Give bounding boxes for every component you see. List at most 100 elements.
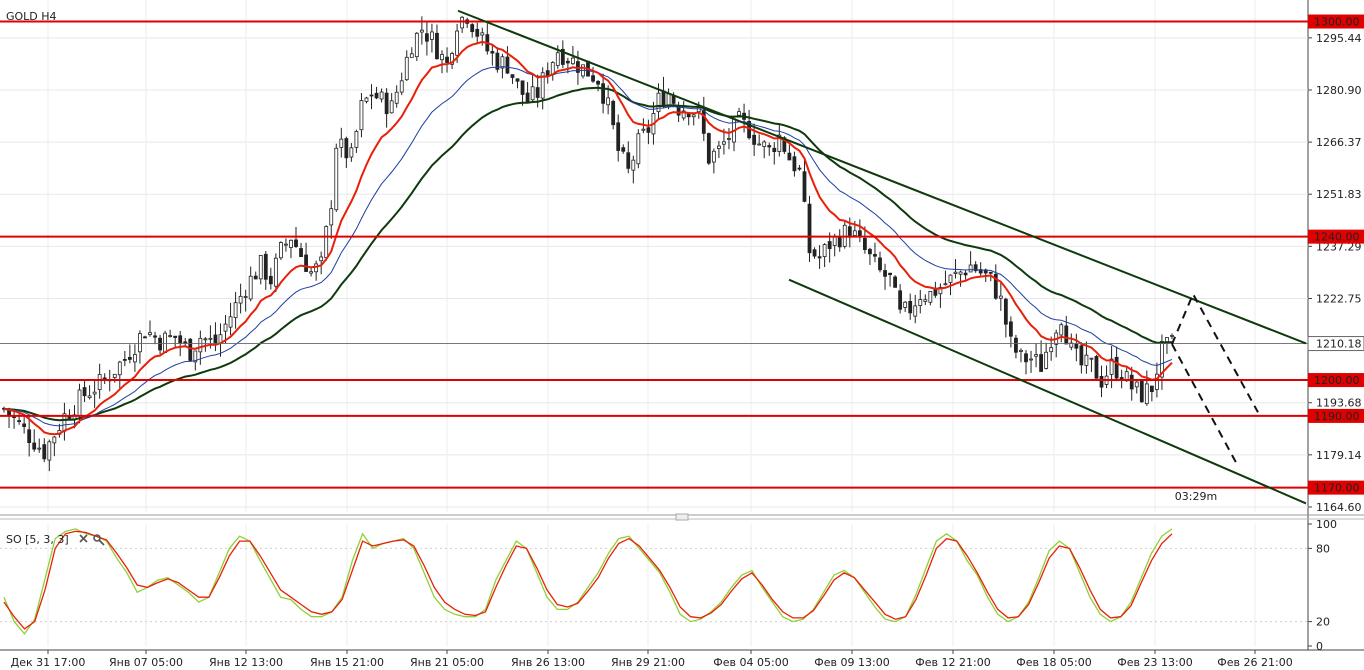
candle [1154, 373, 1159, 390]
candle [52, 436, 57, 444]
candle [117, 361, 122, 376]
candle [948, 274, 953, 283]
resize-handle [675, 513, 689, 521]
candle [500, 56, 505, 69]
candle [490, 51, 495, 54]
candle [309, 271, 314, 274]
candle [233, 302, 238, 318]
candle [132, 354, 137, 363]
candle [273, 257, 278, 287]
candle [616, 122, 621, 151]
candle [455, 30, 460, 56]
candle [1019, 349, 1023, 352]
projection-path-upper [1171, 291, 1259, 413]
candle [1008, 321, 1013, 337]
candle [183, 341, 188, 344]
candle [903, 301, 908, 308]
candle [792, 156, 797, 172]
candle [802, 171, 807, 202]
candle [263, 253, 268, 280]
candle [1165, 337, 1169, 343]
candle [847, 226, 852, 238]
candle [908, 300, 913, 314]
current-price-tag [1307, 336, 1364, 352]
candle [208, 337, 213, 340]
candle [852, 230, 857, 236]
candle [535, 87, 540, 98]
candle [601, 83, 606, 104]
candle [988, 271, 993, 274]
osc-y-tick-label: 80 [1316, 542, 1330, 555]
candle [611, 100, 616, 126]
candle [953, 271, 958, 274]
candle [510, 74, 515, 78]
candle [1014, 337, 1018, 353]
candle [475, 28, 480, 37]
candle [22, 423, 27, 427]
candle [1129, 374, 1134, 390]
close-icon[interactable] [79, 534, 88, 543]
candle [404, 56, 409, 81]
candle [1109, 358, 1114, 375]
candle [722, 141, 726, 145]
candle [938, 286, 943, 295]
candle [973, 264, 978, 272]
candle [1049, 347, 1054, 353]
candle [284, 243, 288, 246]
level-label: 1240.00 [1314, 231, 1360, 244]
candle [1094, 355, 1099, 379]
y-tick-label: 1193.68 [1316, 397, 1362, 410]
candle [470, 24, 475, 33]
candle [424, 33, 429, 42]
x-tick-label: Янв 15 21:00 [310, 656, 384, 669]
candle [82, 387, 87, 397]
candle [299, 248, 303, 258]
osc-y-tick-label: 100 [1316, 518, 1337, 531]
candle [1134, 381, 1139, 388]
candle [97, 374, 102, 390]
y-tick-label: 1295.44 [1316, 32, 1362, 45]
candle [278, 242, 283, 259]
level-label: 1170.00 [1314, 482, 1360, 495]
wrench-icon[interactable] [93, 534, 105, 546]
candle [1039, 354, 1044, 372]
candle [565, 60, 570, 64]
candle [807, 203, 812, 254]
candle [178, 335, 183, 344]
candle [409, 53, 414, 58]
candle [389, 100, 394, 114]
candle [143, 336, 147, 339]
candle [661, 90, 666, 108]
candle [1064, 325, 1069, 345]
candle [641, 128, 646, 131]
candle [1003, 298, 1008, 325]
candle [832, 236, 837, 246]
candle [1144, 383, 1149, 405]
candle [681, 110, 686, 119]
osc-main-line [3, 528, 1173, 635]
candle [228, 316, 233, 328]
x-tick-label: Янв 26 13:00 [511, 656, 585, 669]
candle [127, 356, 132, 360]
candle [1069, 342, 1074, 348]
candle [238, 295, 243, 304]
x-tick-label: Фев 26 21:00 [1217, 656, 1292, 669]
candle [27, 429, 32, 443]
candle [354, 131, 359, 148]
candle [304, 254, 308, 272]
candle [359, 100, 364, 131]
current-price-label: 1210.18 [1316, 338, 1362, 351]
candle [193, 350, 198, 363]
candle [772, 147, 777, 152]
candle [540, 72, 545, 99]
y-tick-label: 1179.14 [1316, 449, 1362, 462]
candle [822, 244, 827, 257]
candle [656, 92, 661, 113]
osc-signal-line [3, 530, 1173, 630]
candle [17, 420, 22, 423]
candle [369, 94, 374, 97]
candle [37, 447, 42, 450]
fast-moving-average [3, 40, 1173, 436]
candle [727, 138, 731, 140]
